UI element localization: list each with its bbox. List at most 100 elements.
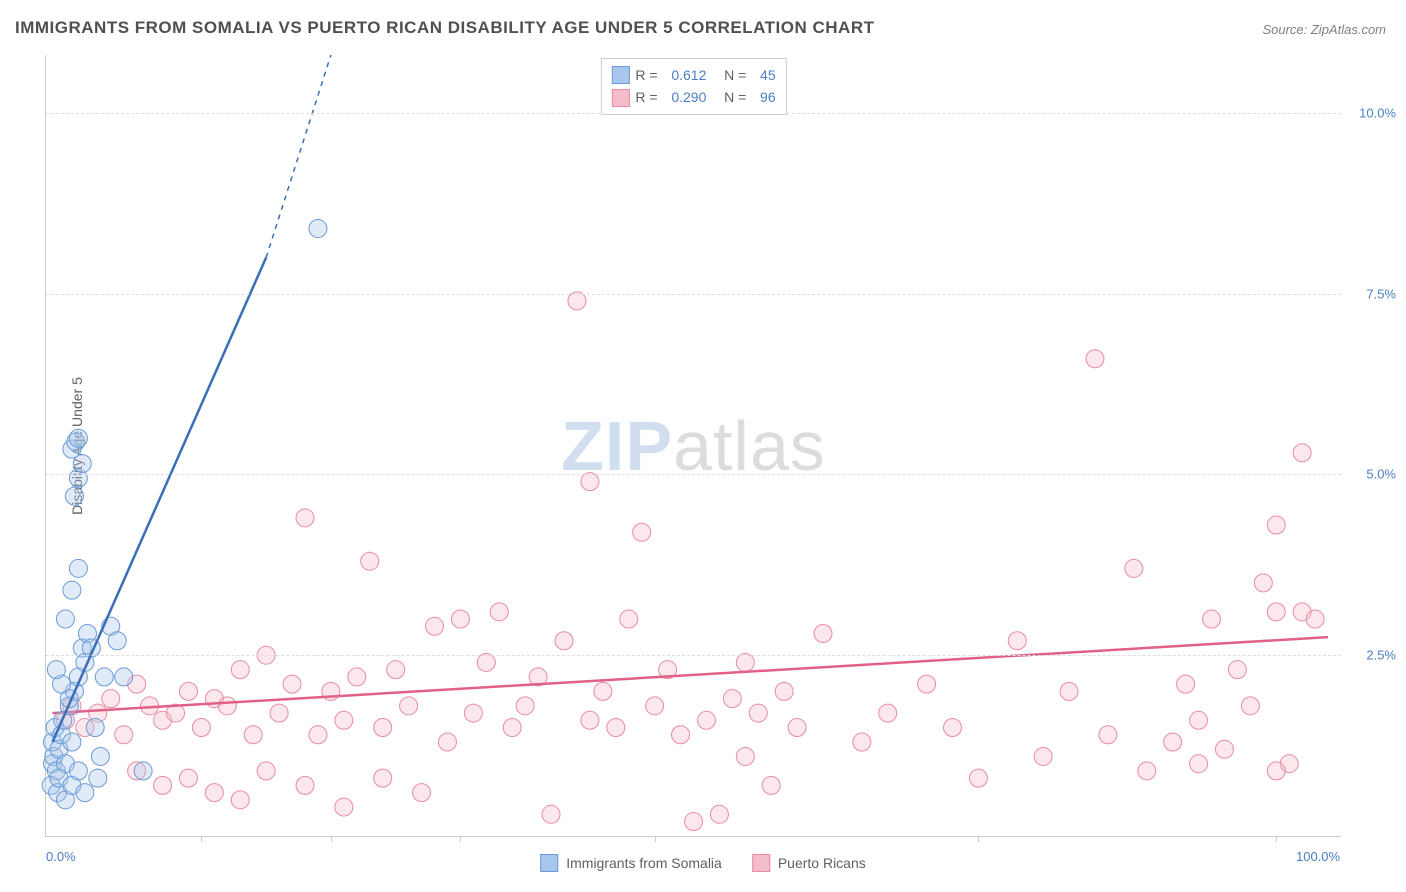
x-tick: [1276, 836, 1277, 842]
scatter-point: [387, 661, 405, 679]
scatter-point: [1164, 733, 1182, 751]
scatter-point: [205, 784, 223, 802]
scatter-point: [91, 747, 109, 765]
scatter-point: [516, 697, 534, 715]
scatter-point: [69, 429, 87, 447]
scatter-point: [1306, 610, 1324, 628]
legend-swatch: [611, 89, 629, 107]
scatter-point: [102, 690, 120, 708]
scatter-point: [944, 719, 962, 737]
y-tick-label: 2.5%: [1366, 648, 1396, 663]
scatter-point: [309, 726, 327, 744]
scatter-point: [594, 682, 612, 700]
scatter-point: [1203, 610, 1221, 628]
r-label: R =: [635, 86, 657, 108]
x-tick: [460, 836, 461, 842]
scatter-point: [231, 661, 249, 679]
scatter-point: [1267, 762, 1285, 780]
scatter-point: [1190, 755, 1208, 773]
scatter-point: [490, 603, 508, 621]
n-value: 96: [752, 86, 775, 108]
scatter-point: [231, 791, 249, 809]
scatter-point: [1034, 747, 1052, 765]
scatter-point: [710, 805, 728, 823]
scatter-point: [76, 784, 94, 802]
scatter-point: [451, 610, 469, 628]
n-label: N =: [712, 86, 746, 108]
scatter-point: [736, 747, 754, 765]
y-tick-label: 10.0%: [1359, 105, 1396, 120]
scatter-point: [69, 559, 87, 577]
scatter-point: [853, 733, 871, 751]
scatter-point: [1241, 697, 1259, 715]
scatter-point: [762, 776, 780, 794]
legend-stat-row: R = 0.612 N = 45: [611, 64, 775, 86]
scatter-point: [581, 711, 599, 729]
legend-swatch: [540, 854, 558, 872]
scatter-point: [108, 632, 126, 650]
scatter-point: [918, 675, 936, 693]
scatter-point: [1293, 444, 1311, 462]
source-attribution: Source: ZipAtlas.com: [1262, 22, 1386, 37]
scatter-point: [464, 704, 482, 722]
r-value: 0.290: [664, 86, 707, 108]
n-value: 45: [752, 64, 775, 86]
scatter-point: [672, 726, 690, 744]
plot-svg: [46, 55, 1341, 836]
scatter-point: [685, 813, 703, 831]
scatter-point: [607, 719, 625, 737]
scatter-point: [1254, 574, 1272, 592]
legend-series-item: Puerto Ricans: [752, 854, 866, 872]
scatter-point: [1177, 675, 1195, 693]
legend-swatch: [752, 854, 770, 872]
scatter-point: [89, 769, 107, 787]
y-tick-label: 7.5%: [1366, 286, 1396, 301]
scatter-point: [179, 769, 197, 787]
legend-series-label: Immigrants from Somalia: [566, 855, 722, 871]
legend-series-label: Puerto Ricans: [778, 855, 866, 871]
scatter-point: [775, 682, 793, 700]
x-tick-label: 100.0%: [1296, 849, 1340, 864]
scatter-point: [1267, 516, 1285, 534]
scatter-point: [86, 719, 104, 737]
scatter-point: [413, 784, 431, 802]
scatter-point: [95, 668, 113, 686]
scatter-point: [47, 661, 65, 679]
scatter-point: [969, 769, 987, 787]
scatter-point: [542, 805, 560, 823]
scatter-point: [63, 733, 81, 751]
scatter-point: [633, 523, 651, 541]
scatter-point: [296, 509, 314, 527]
scatter-point: [361, 552, 379, 570]
plot-area: ZIPatlas R = 0.612 N = 45R = 0.290 N = 9…: [45, 55, 1341, 837]
scatter-point: [179, 682, 197, 700]
legend-swatch: [611, 66, 629, 84]
scatter-point: [283, 675, 301, 693]
scatter-point: [620, 610, 638, 628]
scatter-point: [1267, 603, 1285, 621]
scatter-point: [56, 610, 74, 628]
scatter-point: [335, 798, 353, 816]
scatter-point: [1215, 740, 1233, 758]
scatter-point: [503, 719, 521, 737]
scatter-point: [749, 704, 767, 722]
gridline: [46, 474, 1341, 475]
scatter-point: [555, 632, 573, 650]
r-value: 0.612: [664, 64, 707, 86]
scatter-point: [134, 762, 152, 780]
scatter-point: [65, 487, 83, 505]
scatter-point: [1008, 632, 1026, 650]
scatter-point: [400, 697, 418, 715]
scatter-point: [115, 726, 133, 744]
legend-series: Immigrants from Somalia Puerto Ricans: [540, 854, 866, 872]
scatter-point: [646, 697, 664, 715]
scatter-point: [723, 690, 741, 708]
scatter-point: [697, 711, 715, 729]
x-tick-label: 0.0%: [46, 849, 76, 864]
scatter-point: [814, 625, 832, 643]
scatter-point: [1099, 726, 1117, 744]
scatter-point: [244, 726, 262, 744]
gridline: [46, 294, 1341, 295]
scatter-point: [1125, 559, 1143, 577]
scatter-point: [1138, 762, 1156, 780]
